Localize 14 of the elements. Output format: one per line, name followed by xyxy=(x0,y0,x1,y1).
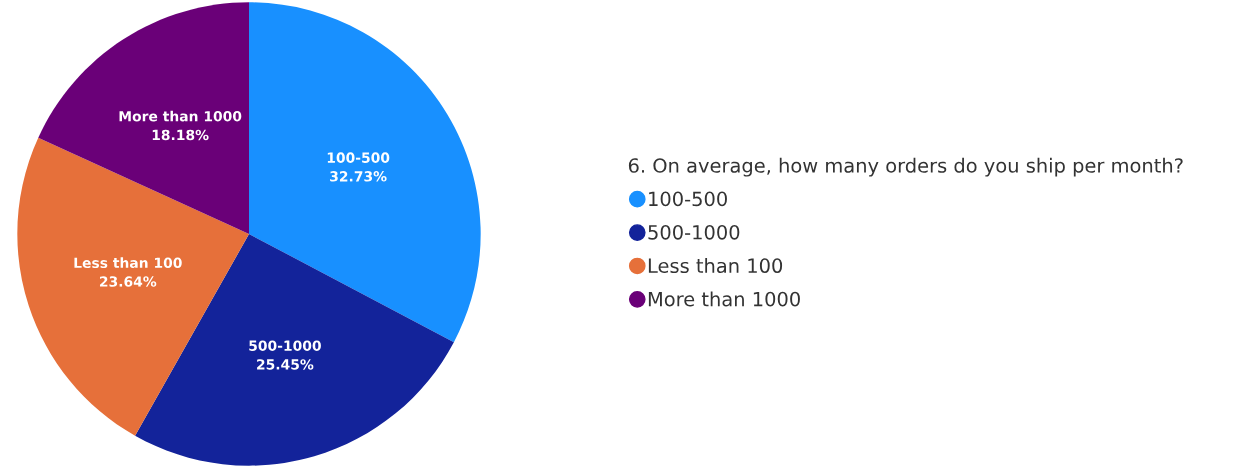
pie-slice xyxy=(38,2,249,234)
slice-label: More than 1000 xyxy=(119,110,242,122)
legend-label: 100-500 xyxy=(649,191,727,207)
data-label: 32.73% xyxy=(330,171,387,182)
slice-label: 500-1000 xyxy=(249,340,321,351)
data-label: 18.18% xyxy=(152,129,209,141)
legend-label: More than 1000 xyxy=(648,291,800,307)
slice-label: Less than 100 xyxy=(74,257,182,269)
legend-label: Less than 100 xyxy=(648,257,783,274)
legend-title: 6. On average, how many orders do you ship per month? xyxy=(628,157,1183,177)
slice-label: 100-500 xyxy=(327,152,390,163)
data-label: 23.64% xyxy=(99,276,157,287)
legend-label: 500-1000 xyxy=(648,224,740,240)
data-label: 25.45% xyxy=(257,359,314,370)
